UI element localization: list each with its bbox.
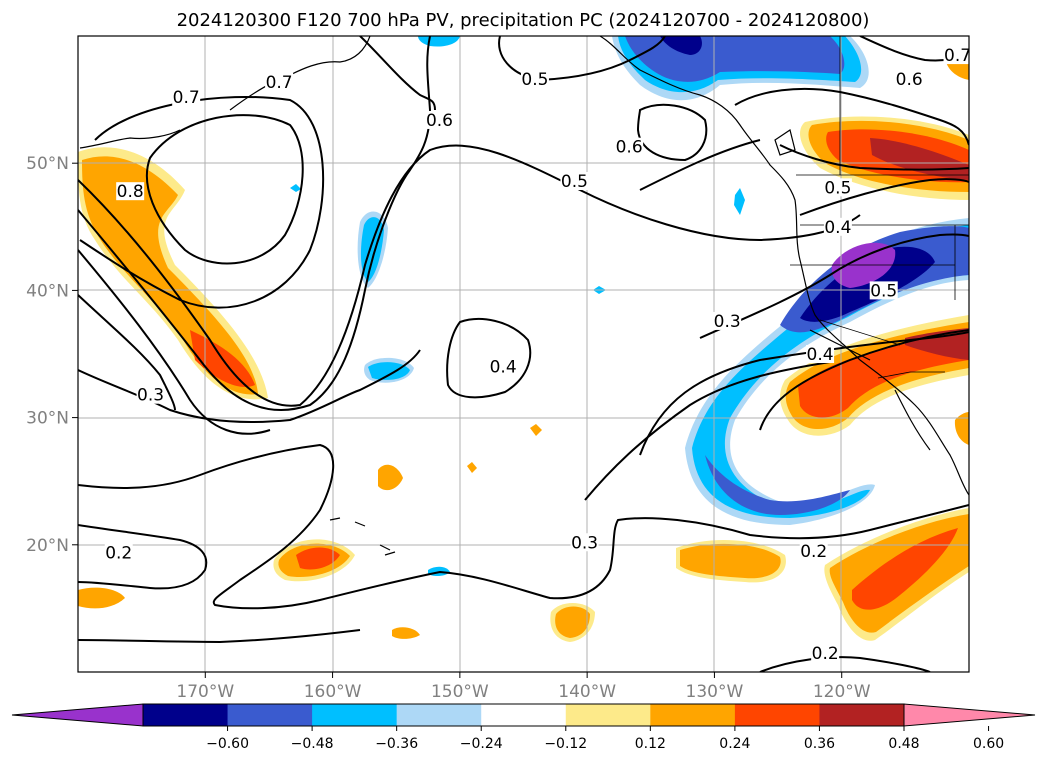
- colorbar-outline: [142, 703, 905, 727]
- contour-label-bg-0: [172, 88, 201, 107]
- contour-label-bg-8: [823, 178, 852, 197]
- contour-label-bg-7: [943, 46, 969, 65]
- contour-label-bg-4: [560, 172, 589, 191]
- lat-tick-label-3: 50°N: [26, 154, 69, 174]
- contour-label-bg-12: [489, 357, 518, 376]
- contour-label-bg-5: [615, 137, 644, 156]
- contour-label-13: 0.3: [714, 312, 741, 332]
- colorbar-tick-label-3: −0.24: [460, 736, 503, 752]
- map-gridlines: [78, 36, 969, 672]
- contour-label-bg-3: [520, 70, 549, 89]
- map-frame: [77, 35, 970, 673]
- contour-label-1: 0.7: [266, 73, 293, 93]
- contour-label-bg-19: [811, 643, 840, 662]
- contour-labels: 0.7 0.7 0.6 0.5 0.5 0.6 0.6 0.7 0.5 0.4 0.5 0.8 0.4 0…: [104, 46, 971, 664]
- contour-label-bg-10: [869, 281, 898, 300]
- contour-label-bg-18: [799, 542, 828, 561]
- axis-ticks: 170°W 160°W 150°W 140°W 130°W 120°W 20°N 30°N 40…: [26, 154, 871, 702]
- map-area: 0.7 0.7 0.6 0.5 0.5 0.6 0.6 0.7 0.5 0.4 0.5 0.8 0.4 0…: [78, 36, 971, 672]
- colorbar: −0.60 −0.48 −0.36 −0.24 −0.12 0.12 0.24 0.36 0.4…: [11, 703, 1036, 752]
- contour-label-bg-16: [104, 543, 133, 562]
- contour-label-6: 0.6: [896, 70, 923, 90]
- contour-label-0: 0.7: [173, 88, 200, 108]
- colorbar-tick-label-4: −0.12: [544, 736, 587, 752]
- colorbar-segment-2: [312, 704, 398, 726]
- contour-label-12: 0.4: [490, 358, 517, 378]
- contour-label-bg-6: [895, 70, 924, 89]
- contour-label-15: 0.3: [137, 386, 164, 406]
- contour-label-bg-2: [425, 110, 454, 129]
- lat-tick-label-2: 40°N: [26, 281, 69, 301]
- lat-tick-label-0: 20°N: [26, 536, 69, 556]
- lon-tick-label-2: 150°W: [431, 682, 489, 702]
- contour-label-2: 0.6: [426, 111, 453, 131]
- contour-label-10: 0.5: [870, 281, 897, 301]
- contour-label-bg-13: [713, 311, 742, 330]
- figure-title: 2024120300 F120 700 hPa PV, precipitatio…: [177, 10, 870, 31]
- colorbar-tick-label-5: 0.12: [635, 736, 666, 752]
- colorbar-tick-label-6: 0.24: [719, 736, 750, 752]
- contour-label-4: 0.5: [561, 172, 588, 192]
- colorbar-tick-label-1: −0.48: [291, 736, 334, 752]
- colorbar-segment-5: [565, 704, 651, 726]
- contour-label-bg-11: [116, 182, 145, 201]
- colorbar-tick-label-9: 0.60: [973, 736, 1004, 752]
- colorbar-tick-label-7: 0.36: [804, 736, 835, 752]
- lat-tick-label-1: 30°N: [26, 409, 69, 429]
- contour-label-16: 0.2: [105, 543, 132, 563]
- colorbar-tick-label-8: 0.48: [888, 736, 919, 752]
- contour-label-3: 0.5: [521, 70, 548, 90]
- contour-label-5: 0.6: [616, 138, 643, 158]
- pv-contours: [78, 36, 969, 672]
- contour-label-bg-9: [823, 217, 852, 236]
- colorbar-segment-1: [227, 704, 313, 726]
- lon-tick-label-5: 120°W: [813, 682, 871, 702]
- contour-label-bg-14: [806, 345, 835, 363]
- colorbar-tick-label-2: −0.36: [375, 736, 418, 752]
- contour-label-19: 0.2: [812, 644, 839, 664]
- colorbar-segment-0: [143, 704, 229, 726]
- lon-tick-label-0: 170°W: [176, 682, 234, 702]
- contour-label-bg-15: [136, 385, 165, 404]
- colorbar-segment-3: [396, 704, 482, 726]
- colorbar-extend-max: [903, 703, 1036, 727]
- contour-label-bg-17: [570, 533, 599, 552]
- contour-label-9: 0.4: [824, 218, 851, 238]
- colorbar-segment-8: [819, 704, 905, 726]
- contour-label-17: 0.3: [571, 533, 598, 553]
- colorbar-segment-6: [650, 704, 736, 726]
- contour-label-18: 0.2: [800, 542, 827, 562]
- coastlines: [79, 36, 969, 556]
- contour-label-14: 0.4: [807, 345, 834, 365]
- contour-label-11: 0.8: [117, 182, 144, 202]
- lon-tick-label-3: 140°W: [558, 682, 616, 702]
- lon-tick-label-4: 130°W: [686, 682, 744, 702]
- colorbar-segment-4: [481, 704, 567, 726]
- lon-tick-label-1: 160°W: [304, 682, 362, 702]
- colorbar-tick-label-0: −0.60: [206, 736, 249, 752]
- colorbar-segment-7: [734, 704, 820, 726]
- contour-label-7: 0.7: [944, 46, 971, 66]
- colorbar-extend-min: [11, 703, 144, 727]
- contour-label-8: 0.5: [824, 178, 851, 198]
- contour-label-bg-1: [265, 72, 294, 91]
